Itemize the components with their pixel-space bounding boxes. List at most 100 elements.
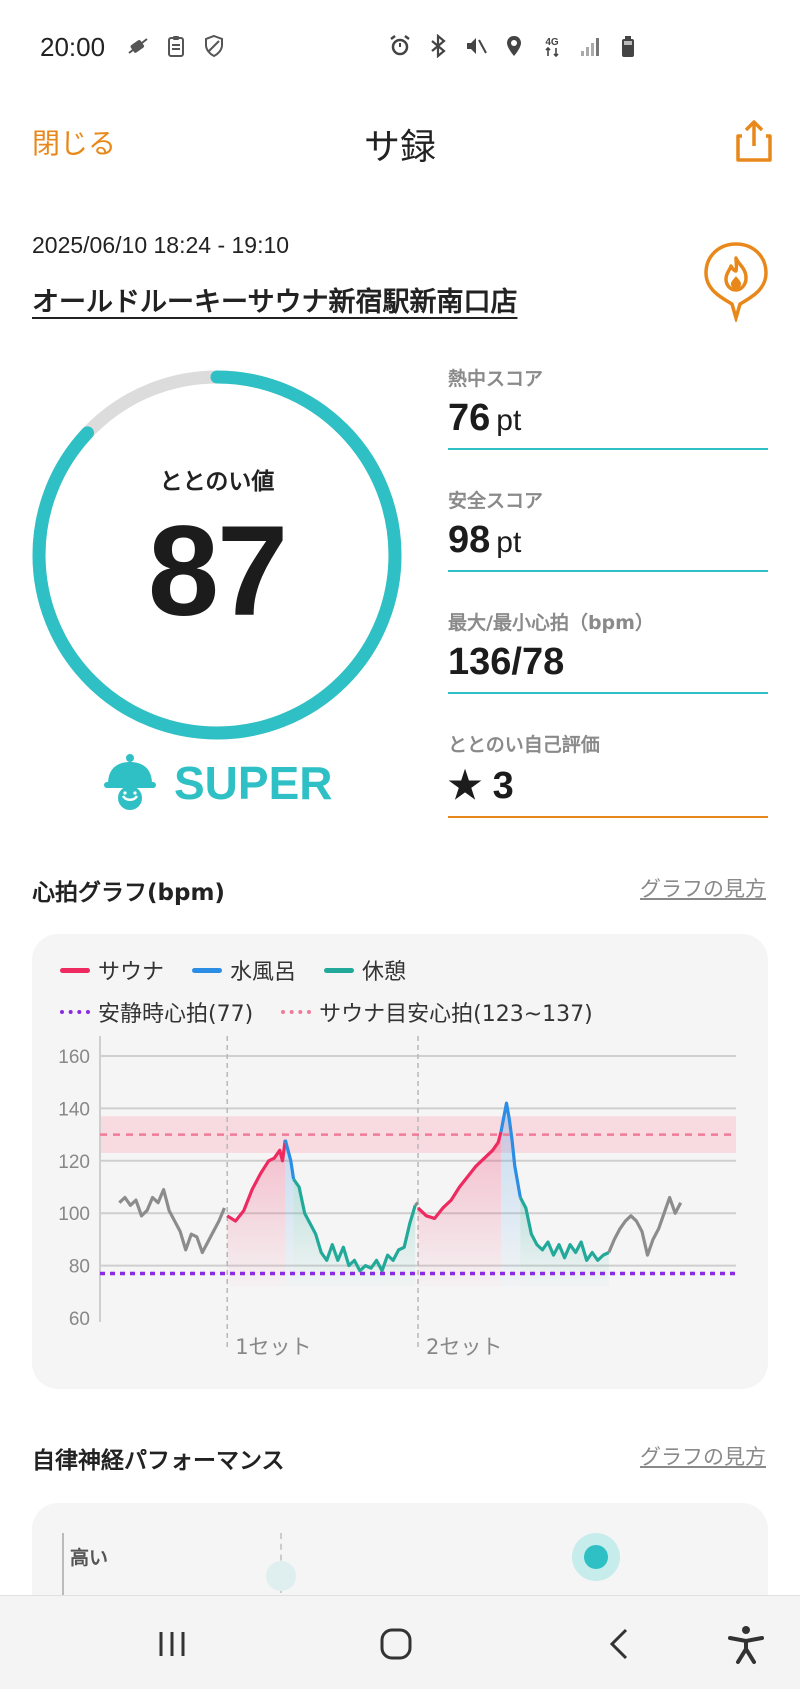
sauna-hat-icon — [104, 754, 156, 810]
shield-icon — [205, 34, 223, 58]
session-datetime: 2025/06/10 18:24 - 19:10 — [32, 232, 290, 258]
hr-line-sauna — [226, 1139, 287, 1223]
hr-line-other — [414, 1201, 420, 1207]
legend-item-target-hr: サウナ目安心拍(123~137) — [281, 996, 593, 1028]
y-tick-label: 120 — [58, 1152, 90, 1173]
y-tick-label: 160 — [58, 1047, 90, 1068]
legend-swatch — [60, 1010, 90, 1014]
totonoi-value: 87 — [147, 500, 288, 643]
set-marker-label: 2セット — [426, 1335, 502, 1359]
metric-value: 136/78 — [448, 641, 565, 683]
legend-label: 水風呂 — [230, 960, 297, 985]
metric-self-rating[interactable]: ととのい自己評価 ★ 3 — [448, 730, 768, 818]
divider — [448, 816, 768, 818]
mute-icon — [467, 38, 487, 54]
anf-point — [584, 1545, 608, 1569]
status-time: 20:00 — [40, 32, 106, 62]
hr-line-rest — [292, 1178, 417, 1273]
legend-item-rest: 休憩 — [324, 954, 406, 986]
legend-label: 休憩 — [362, 960, 407, 985]
metric-value: 76 — [448, 397, 491, 439]
battery-icon — [622, 36, 634, 57]
legend-swatch — [192, 967, 223, 973]
anf-title: 自律神経パフォーマンス — [32, 1448, 285, 1474]
metric-safety-score: 安全スコア 98 pt — [448, 486, 768, 572]
recent-apps-icon[interactable] — [150, 1622, 194, 1666]
anf-help-link[interactable]: グラフの見方 — [640, 1445, 766, 1469]
metric-label: ととのい自己評価 — [448, 734, 600, 756]
metric-value: ★ 3 — [448, 765, 514, 807]
metric-heart-rate: 最大/最小心拍（bpm） 136/78 — [448, 608, 768, 694]
totonoi-gauge — [32, 370, 402, 740]
legend-item-resting-hr: 安静時心拍(77) — [60, 996, 253, 1028]
anf-point — [266, 1561, 296, 1591]
alarm-icon — [390, 35, 410, 56]
heart-graph-title: 心拍グラフ(bpm) — [32, 880, 225, 906]
status-icons-right: 4G — [388, 34, 640, 58]
divider — [448, 692, 768, 694]
network-4g-icon: 4G — [545, 37, 559, 58]
hr-area-water — [285, 1139, 294, 1287]
close-button[interactable]: 閉じる — [32, 127, 117, 160]
share-icon[interactable] — [734, 118, 774, 164]
facility-link[interactable]: オールドルーキーサウナ新宿駅新南口店 — [32, 287, 518, 318]
totonoi-label: ととのい値 — [159, 469, 275, 495]
clipboard-icon — [168, 36, 184, 57]
legend-label: 安静時心拍(77) — [98, 1002, 254, 1027]
bluetooth-icon — [431, 34, 446, 58]
legend-item-sauna: サウナ — [60, 954, 164, 986]
set-marker-label: 1セット — [235, 1335, 311, 1359]
page-title: サ録 — [363, 127, 436, 168]
y-tick-label: 140 — [58, 1099, 90, 1120]
hr-area-water — [500, 1103, 521, 1287]
location-icon — [507, 36, 521, 56]
hr-line-sauna — [416, 1131, 503, 1221]
heart-graph-help-link[interactable]: グラフの見方 — [640, 877, 766, 901]
chart-legend-row-1: サウナ 水風呂 休憩 — [60, 954, 434, 986]
heart-rate-chart: 60 80 100 120 140 160 1セット 2セット — [58, 1036, 736, 1359]
hr-line-water — [283, 1139, 296, 1180]
legend-swatch — [324, 967, 355, 973]
legend-swatch — [281, 1010, 312, 1014]
legend-item-water: 水風呂 — [192, 954, 296, 986]
status-icons-left — [126, 34, 226, 58]
back-icon[interactable] — [598, 1622, 642, 1666]
metric-unit: pt — [496, 404, 522, 437]
anf-axis-high-label: 高い — [70, 1547, 109, 1569]
heart-rate-chart-card: サウナ 水風呂 休憩 安静時心拍(77) サウナ目安心拍(123~137) 60… — [32, 934, 768, 1389]
y-tick-label: 60 — [69, 1309, 90, 1330]
metric-unit: pt — [496, 526, 522, 559]
sauna-pin-icon[interactable] — [702, 240, 770, 322]
hr-line-other — [118, 1188, 226, 1255]
accessibility-icon[interactable] — [724, 1622, 768, 1666]
metric-value: 98 — [448, 519, 491, 561]
divider — [448, 448, 768, 450]
hr-area-sauna — [227, 1139, 286, 1287]
legend-label: サウナ目安心拍(123~137) — [319, 1002, 593, 1027]
chart-legend-row-2: 安静時心拍(77) サウナ目安心拍(123~137) — [60, 996, 621, 1028]
hr-line-rest — [518, 1196, 610, 1262]
system-nav-bar — [0, 1595, 800, 1689]
hr-line-other — [607, 1195, 683, 1257]
rank-label: SUPER — [174, 757, 333, 809]
hr-area-sauna — [418, 1131, 501, 1287]
totonoi-gauge-progress — [32, 370, 402, 740]
legend-swatch — [60, 967, 90, 973]
hr-area-rest — [293, 1179, 416, 1287]
home-icon[interactable] — [374, 1622, 418, 1666]
anf-axis — [62, 1533, 64, 1603]
metric-label: 安全スコア — [448, 490, 544, 512]
y-tick-label: 100 — [58, 1204, 90, 1225]
metric-label: 熱中スコア — [448, 368, 544, 390]
hr-line-water — [499, 1101, 522, 1198]
hr-area-rest — [520, 1197, 609, 1287]
metric-heat-score: 熱中スコア 76 pt — [448, 364, 768, 450]
status-bar: 20:00 4G — [0, 0, 800, 96]
signal-icon — [581, 38, 599, 56]
network-label: 4G — [545, 37, 559, 48]
top-bar: 閉じる サ録 — [0, 100, 800, 184]
divider — [448, 570, 768, 572]
silent-icon — [128, 38, 148, 54]
y-tick-label: 80 — [69, 1257, 90, 1278]
legend-label: サウナ — [98, 960, 165, 985]
